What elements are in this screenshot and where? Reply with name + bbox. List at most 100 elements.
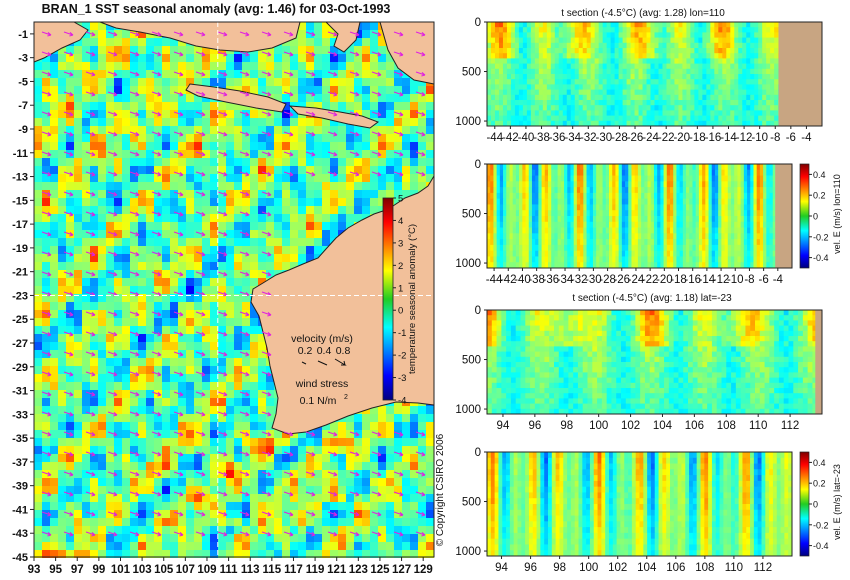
sst-cell	[194, 294, 202, 302]
sst-cell	[202, 198, 210, 206]
sst-cell	[362, 54, 370, 62]
section-cell	[746, 37, 751, 44]
sst-cell	[122, 62, 130, 70]
sst-cell	[122, 190, 130, 198]
section-cell	[690, 42, 695, 49]
wind-arrow	[63, 511, 74, 517]
section-cell	[682, 84, 687, 90]
sst-cell	[122, 334, 130, 342]
wind-arrow	[129, 131, 140, 137]
section-lon-temperature: t section (-4.5°C) (avg: 1.28) lon=110 -…	[455, 8, 823, 144]
sst-cell	[98, 94, 106, 102]
sst-cell	[274, 94, 282, 102]
sst-cell	[106, 430, 114, 438]
sst-cell	[82, 214, 90, 222]
sst-cell	[50, 214, 58, 222]
sst-cell	[266, 398, 274, 406]
section-cell	[594, 22, 600, 28]
sst-cell	[74, 550, 82, 558]
sst-cell	[386, 486, 394, 494]
wind-arrow	[173, 371, 184, 377]
sst-cell	[346, 222, 354, 230]
section-cell	[678, 58, 683, 64]
section-cell	[690, 79, 695, 85]
section-cell	[498, 79, 504, 85]
sst-cell	[154, 302, 162, 310]
wind-arrow	[107, 191, 118, 197]
sst-cell	[122, 278, 130, 286]
sst-cell	[170, 478, 178, 486]
sst-cell	[338, 494, 346, 502]
section-cell	[762, 68, 767, 75]
wind-arrow	[327, 111, 338, 117]
sst-cell	[306, 222, 314, 230]
sst-cell	[162, 430, 170, 438]
sst-cell	[210, 246, 218, 254]
sst-cell	[338, 470, 346, 478]
sst-cell	[250, 462, 258, 470]
sst-cell	[266, 438, 274, 446]
sst-cell	[194, 150, 202, 158]
section-cell	[502, 32, 508, 38]
section-cell	[610, 22, 616, 28]
sst-cell	[74, 398, 82, 406]
sst-cell	[226, 414, 234, 422]
sst-cell	[146, 134, 154, 142]
section-cell	[574, 84, 580, 90]
section-cell	[518, 53, 524, 59]
sst-cell	[162, 350, 170, 358]
sst-cell	[178, 46, 186, 54]
sst-cell	[138, 278, 146, 286]
section-cell	[550, 53, 556, 59]
section-cell	[726, 27, 731, 33]
sst-cell	[370, 406, 378, 414]
sst-cell	[114, 214, 122, 222]
wind-legend-title: wind stress	[295, 378, 349, 390]
section-cell	[630, 79, 635, 85]
sst-cell	[386, 102, 394, 110]
sst-cell	[146, 366, 154, 374]
sst-cell	[282, 526, 290, 534]
sst-cell	[98, 510, 106, 518]
sst-cell	[90, 118, 98, 126]
sst-cell	[186, 118, 194, 126]
section-cell	[750, 42, 755, 49]
sst-cell	[258, 374, 266, 382]
section-cell	[742, 27, 747, 33]
sst-cell	[58, 286, 66, 294]
section-cell	[542, 74, 548, 80]
sst-cell	[74, 438, 82, 446]
sst-cell	[210, 238, 218, 246]
sst-cell	[186, 494, 194, 502]
sst-cell	[138, 454, 146, 462]
sst-cell	[58, 462, 66, 470]
sst-cell	[74, 158, 82, 166]
wind-arrow	[261, 251, 272, 257]
section-cell	[758, 27, 763, 33]
sst-cell	[226, 142, 234, 150]
sst-cell	[386, 454, 394, 462]
sst-cell	[122, 486, 130, 494]
sst-cell	[178, 326, 186, 334]
section-cell	[618, 58, 623, 64]
section-cell	[634, 68, 639, 75]
sst-cell	[218, 358, 226, 366]
sst-cell	[82, 382, 90, 390]
sst-cell	[274, 62, 282, 70]
sst-cell	[194, 326, 202, 334]
sst-cell	[258, 62, 266, 70]
sst-cell	[354, 190, 362, 198]
section-cell	[570, 58, 576, 64]
map-y-tick-label: -35	[12, 433, 28, 445]
sst-cell	[290, 198, 298, 206]
sst-cell	[370, 502, 378, 510]
sst-cell	[194, 398, 202, 406]
sst-cell	[90, 406, 98, 414]
sst-cell	[202, 110, 210, 118]
sst-cell	[322, 22, 330, 30]
sst-cell	[266, 182, 274, 190]
section-cell	[487, 22, 492, 28]
wind-arrow	[239, 371, 250, 377]
sst-cell	[98, 126, 106, 134]
wind-arrow	[195, 331, 206, 337]
